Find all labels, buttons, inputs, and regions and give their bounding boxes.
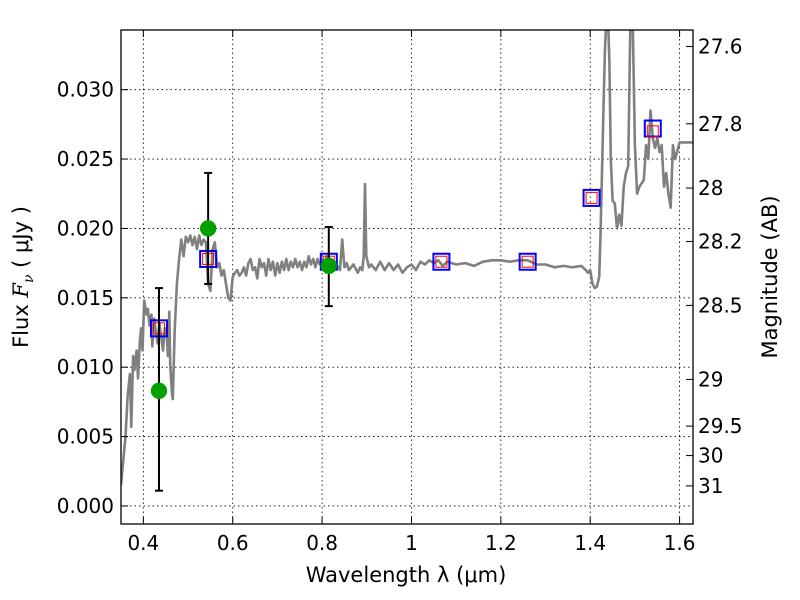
x-tick-label: 1.6 (664, 531, 696, 555)
y-axis-label: Flux Fν ( μJy ) (9, 206, 37, 348)
model-photometry-square (582, 188, 601, 207)
x-axis-label: Wavelength λ (μm) (306, 563, 507, 587)
x-axis: 0.4 0.6 0.8 1 1.2 1.4 1.6 (127, 30, 696, 555)
plot-area (121, 30, 693, 492)
model-photometry-inner-square (585, 191, 598, 204)
y-tick-label: 0.025 (57, 147, 114, 171)
x-tick-label: 0.4 (127, 531, 159, 555)
y-axis: 0.000 0.005 0.010 0.015 0.020 0.025 0.030 (57, 78, 128, 518)
y-tick-label: 0.010 (57, 355, 114, 379)
y-tick-label: 0.020 (57, 216, 114, 240)
model-photometry-inner-square (646, 125, 659, 138)
y-tick-label: 0.000 (57, 494, 114, 518)
magnitude-tick-label: 28.2 (698, 230, 743, 254)
x-tick-label: 0.8 (306, 531, 338, 555)
plot-frame (120, 29, 694, 525)
x-tick-label: 1.4 (574, 531, 606, 555)
observed-flux-point (199, 220, 217, 237)
magnitude-tick-label: 27.8 (698, 112, 743, 136)
magnitude-tick-label: 27.6 (698, 34, 743, 58)
x-tick-label: 0.6 (217, 531, 249, 555)
magnitude-axis-label: Magnitude (AB) (758, 195, 782, 358)
model-photometry-inner-square (435, 255, 448, 268)
observed-flux-point (150, 382, 168, 400)
observed-flux-point (320, 257, 338, 275)
magnitude-tick-label: 28.5 (698, 293, 743, 317)
model-photometry-square (518, 252, 537, 271)
plot-background (121, 30, 693, 524)
grid-lines (121, 30, 693, 524)
y-tick-label: 0.015 (57, 286, 114, 310)
magnitude-tick-label: 29 (698, 367, 723, 391)
x-tick-label: 1.2 (485, 531, 517, 555)
magnitude-tick-label: 28 (698, 176, 723, 200)
model-photometry-inner-square (521, 255, 534, 268)
y-tick-label: 0.030 (57, 78, 114, 102)
magnitude-tick-label: 31 (698, 474, 723, 498)
model-photometry-square (432, 252, 451, 271)
y-tick-label: 0.005 (57, 425, 114, 449)
magnitude-axis: 27.6 27.8 28 28.2 28.5 29 29.5 30 31 (686, 34, 743, 498)
magnitude-tick-label: 30 (698, 444, 723, 468)
magnitude-tick-label: 29.5 (698, 414, 743, 438)
x-tick-label: 1 (405, 531, 418, 555)
